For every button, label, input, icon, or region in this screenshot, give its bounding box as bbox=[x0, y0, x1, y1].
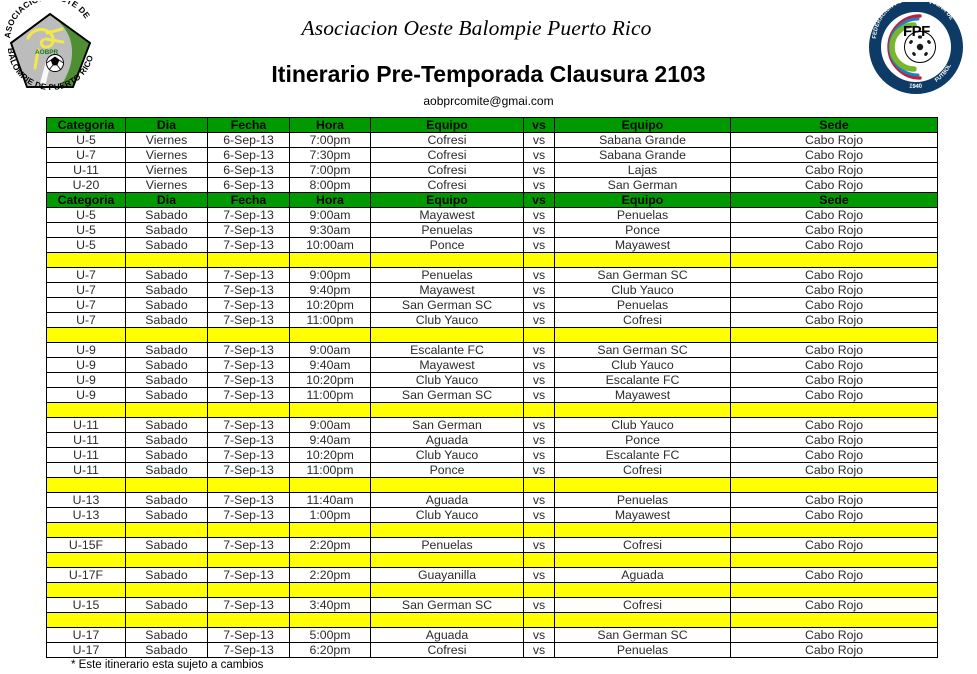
svg-text:AOBPR: AOBPR bbox=[35, 49, 58, 56]
svg-text:1940: 1940 bbox=[909, 83, 923, 90]
svg-text:FPF: FPF bbox=[903, 23, 930, 40]
